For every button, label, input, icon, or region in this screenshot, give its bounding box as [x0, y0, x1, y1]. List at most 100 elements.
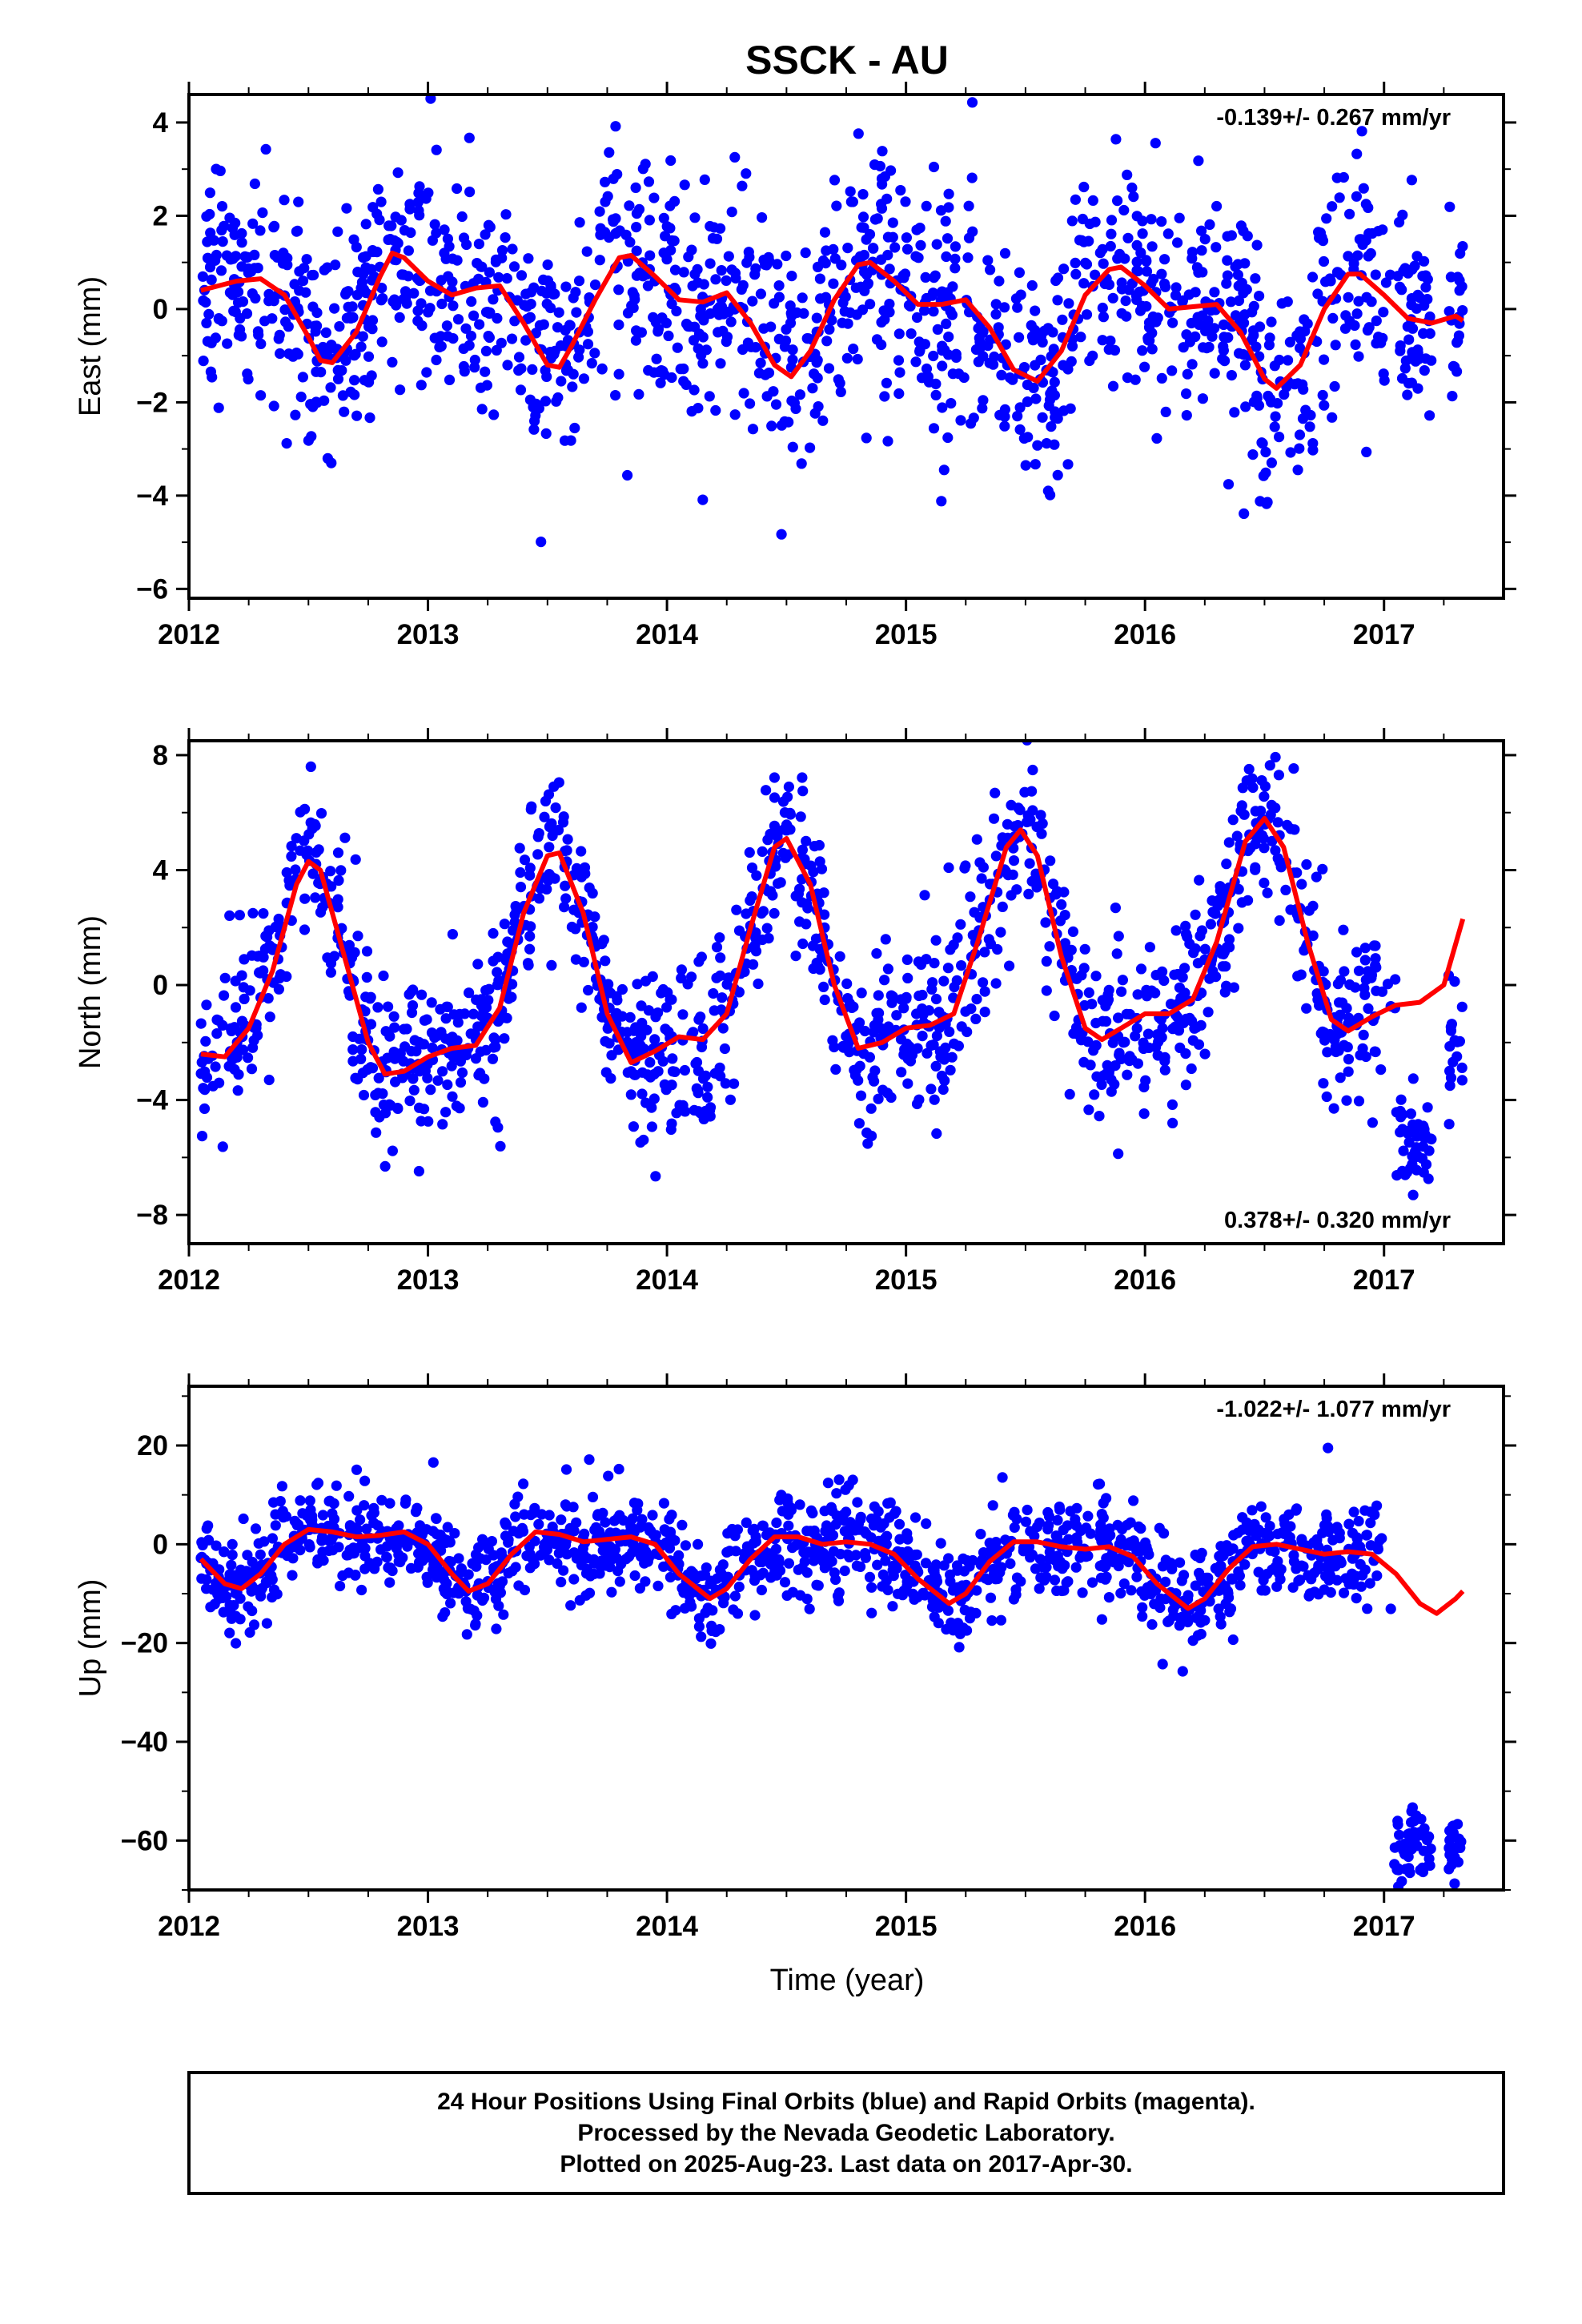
east-point [936, 496, 947, 507]
east-point [1321, 213, 1332, 224]
up-point [412, 1502, 423, 1514]
up-point [809, 1555, 820, 1566]
up-point [645, 1525, 656, 1536]
north-point [1152, 1050, 1163, 1061]
up-point [1096, 1614, 1107, 1625]
up-point [524, 1562, 536, 1574]
east-point [928, 306, 939, 317]
up-point [1270, 1562, 1281, 1573]
north-point [913, 990, 925, 1002]
east-point [817, 415, 829, 426]
up-point [889, 1508, 900, 1519]
east-point [1070, 268, 1082, 279]
north-point [756, 907, 767, 919]
north-point [447, 1091, 458, 1102]
north-point [248, 1035, 259, 1046]
north-point [544, 869, 555, 880]
north-point [379, 1108, 391, 1119]
east-point [1240, 401, 1251, 412]
north-point [492, 967, 503, 978]
east-point [1223, 479, 1235, 490]
north-point [962, 1026, 973, 1038]
north-point [1370, 953, 1381, 964]
east-point [648, 192, 660, 203]
up-point [1196, 1547, 1207, 1558]
east-point [1026, 279, 1038, 292]
east-point [671, 305, 682, 317]
east-point [941, 251, 952, 263]
up-point [1399, 1838, 1411, 1850]
north-point [1338, 924, 1349, 935]
north-point [454, 1008, 465, 1019]
north-point [1321, 1091, 1332, 1103]
north-point [570, 954, 582, 965]
north-point [997, 901, 1008, 912]
north-point [716, 1004, 727, 1015]
east-point [930, 389, 942, 400]
up-point [393, 1556, 404, 1567]
east-point [1272, 398, 1283, 409]
north-point [873, 1093, 884, 1104]
north-y-axis-label: North (mm) [74, 915, 107, 1069]
up-point [1101, 1493, 1112, 1504]
east-point [747, 296, 758, 307]
up-point [1453, 1833, 1464, 1844]
up-point [1118, 1578, 1130, 1590]
east-point [755, 357, 766, 368]
up-point [391, 1542, 402, 1554]
north-point [315, 808, 327, 819]
east-point [429, 332, 440, 344]
east-point [1182, 368, 1193, 380]
east-point [326, 340, 337, 351]
footer-frame [187, 2071, 1505, 2195]
north-point [624, 1011, 636, 1023]
north-point [281, 971, 292, 982]
east-point [741, 257, 753, 268]
north-point [488, 927, 499, 939]
east-point [853, 128, 864, 139]
east-point [578, 373, 590, 384]
east-points [197, 94, 1468, 548]
north-point [659, 1079, 670, 1090]
north-point [979, 986, 990, 997]
east-point [343, 286, 354, 297]
east-point [464, 132, 475, 143]
east-point [678, 376, 689, 387]
up-point [987, 1500, 998, 1511]
east-point [527, 364, 538, 375]
east-point [1276, 298, 1287, 309]
up-point [849, 1525, 861, 1536]
up-point [807, 1507, 818, 1519]
north-point [882, 963, 893, 975]
north-points [195, 741, 1468, 1200]
north-point [901, 991, 912, 1003]
north-point [1006, 890, 1017, 901]
east-point [1254, 291, 1265, 302]
north-point [299, 924, 311, 935]
east-point [1196, 225, 1207, 236]
north-point [560, 880, 571, 891]
east-point [257, 207, 268, 219]
up-point [248, 1619, 260, 1630]
up-point [560, 1499, 572, 1510]
north-point [1193, 1039, 1205, 1050]
east-point [295, 392, 307, 403]
east-point [332, 364, 343, 376]
east-point [1098, 258, 1109, 269]
east-point [1070, 194, 1081, 205]
north-point [480, 985, 492, 996]
up-point [1214, 1550, 1225, 1562]
east-point [955, 415, 966, 426]
east-point [1146, 214, 1157, 225]
up-point [470, 1619, 481, 1631]
up-point [224, 1627, 235, 1638]
east-point [1307, 271, 1319, 283]
north-point [495, 1140, 506, 1152]
north-point [234, 910, 245, 921]
east-point [429, 219, 440, 230]
east-point [441, 320, 453, 332]
east-point [845, 307, 856, 318]
up-point [964, 1561, 975, 1572]
east-point [528, 424, 540, 435]
north-point [1109, 1079, 1120, 1090]
